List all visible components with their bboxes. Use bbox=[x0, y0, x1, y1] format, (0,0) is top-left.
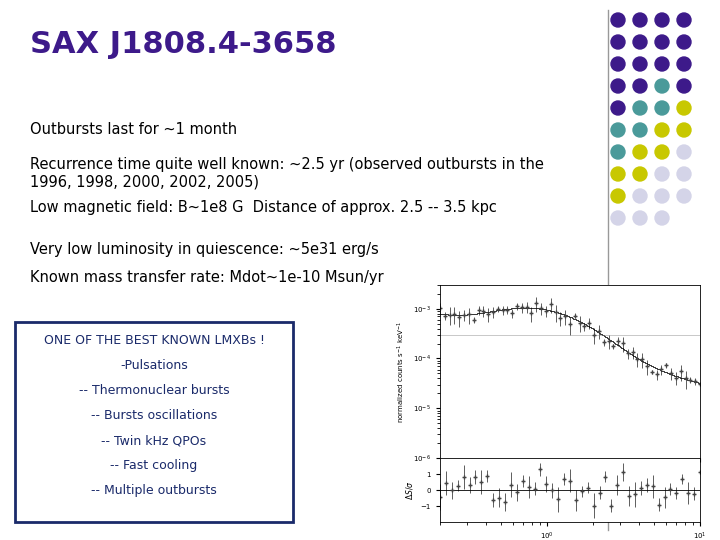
Circle shape bbox=[633, 13, 647, 27]
Circle shape bbox=[611, 145, 625, 159]
Circle shape bbox=[655, 145, 669, 159]
Circle shape bbox=[633, 123, 647, 137]
Circle shape bbox=[677, 145, 691, 159]
Text: Known mass transfer rate: Mdot~1e-10 Msun/yr: Known mass transfer rate: Mdot~1e-10 Msu… bbox=[30, 270, 384, 285]
Circle shape bbox=[677, 13, 691, 27]
Text: -Pulsations: -Pulsations bbox=[120, 359, 188, 372]
Circle shape bbox=[611, 211, 625, 225]
Circle shape bbox=[611, 167, 625, 181]
Circle shape bbox=[655, 101, 669, 115]
Text: -- Fast cooling: -- Fast cooling bbox=[110, 459, 197, 472]
Circle shape bbox=[633, 101, 647, 115]
Circle shape bbox=[655, 57, 669, 71]
Circle shape bbox=[655, 211, 669, 225]
Text: -- Bursts oscillations: -- Bursts oscillations bbox=[91, 409, 217, 422]
Circle shape bbox=[611, 35, 625, 49]
Circle shape bbox=[677, 189, 691, 203]
Circle shape bbox=[633, 79, 647, 93]
Text: -- Twin kHz QPOs: -- Twin kHz QPOs bbox=[102, 434, 207, 447]
Circle shape bbox=[677, 79, 691, 93]
Circle shape bbox=[633, 35, 647, 49]
Y-axis label: normalized counts s$^{-1}$ keV$^{-1}$: normalized counts s$^{-1}$ keV$^{-1}$ bbox=[396, 320, 408, 423]
FancyBboxPatch shape bbox=[15, 322, 293, 522]
Circle shape bbox=[655, 167, 669, 181]
Text: SAX J1808.4-3658: SAX J1808.4-3658 bbox=[30, 30, 336, 59]
Text: Very low luminosity in quiescence: ~5e31 erg/s: Very low luminosity in quiescence: ~5e31… bbox=[30, 242, 379, 257]
Circle shape bbox=[677, 35, 691, 49]
Circle shape bbox=[655, 35, 669, 49]
Circle shape bbox=[655, 189, 669, 203]
Circle shape bbox=[611, 123, 625, 137]
Circle shape bbox=[655, 123, 669, 137]
Circle shape bbox=[677, 101, 691, 115]
Circle shape bbox=[633, 211, 647, 225]
Text: -- Thermonuclear bursts: -- Thermonuclear bursts bbox=[78, 384, 229, 397]
Circle shape bbox=[633, 57, 647, 71]
Circle shape bbox=[611, 101, 625, 115]
Circle shape bbox=[677, 123, 691, 137]
Text: Low magnetic field: B~1e8 G  Distance of approx. 2.5 -- 3.5 kpc: Low magnetic field: B~1e8 G Distance of … bbox=[30, 200, 497, 215]
Circle shape bbox=[633, 145, 647, 159]
Circle shape bbox=[611, 189, 625, 203]
Text: Outbursts last for ~1 month: Outbursts last for ~1 month bbox=[30, 122, 237, 137]
Circle shape bbox=[677, 57, 691, 71]
Circle shape bbox=[611, 13, 625, 27]
Text: -- Multiple outbursts: -- Multiple outbursts bbox=[91, 484, 217, 497]
Text: ONE OF THE BEST KNOWN LMXBs !: ONE OF THE BEST KNOWN LMXBs ! bbox=[43, 334, 264, 347]
Y-axis label: $\Delta S/\sigma$: $\Delta S/\sigma$ bbox=[404, 480, 415, 500]
Circle shape bbox=[655, 13, 669, 27]
Circle shape bbox=[633, 189, 647, 203]
Circle shape bbox=[655, 79, 669, 93]
Circle shape bbox=[677, 167, 691, 181]
Circle shape bbox=[633, 167, 647, 181]
Circle shape bbox=[611, 57, 625, 71]
Circle shape bbox=[611, 79, 625, 93]
Text: Recurrence time quite well known: ~2.5 yr (observed outbursts in the
1996, 1998,: Recurrence time quite well known: ~2.5 y… bbox=[30, 157, 544, 190]
